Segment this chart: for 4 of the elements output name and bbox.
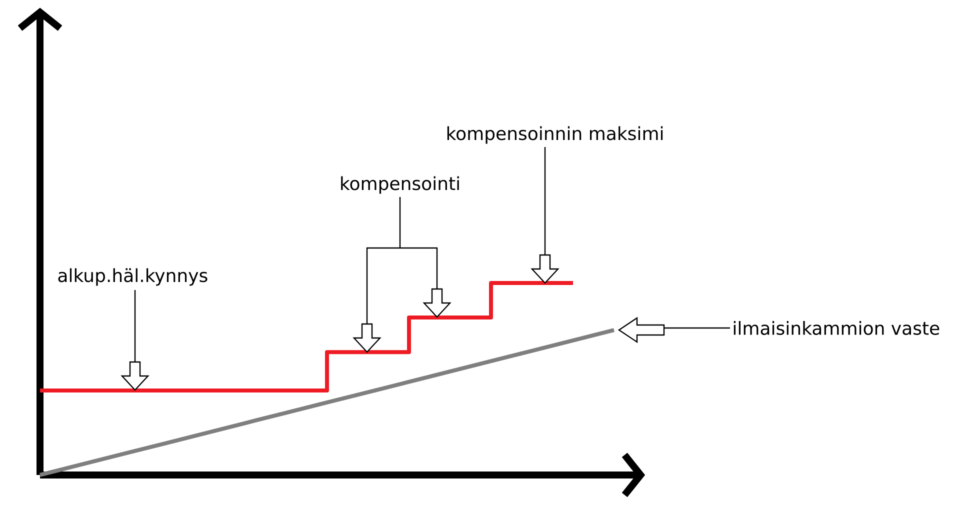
text: kompensointi <box>341 176 459 194</box>
annotation: alkup.häl.kynnys <box>58 268 208 286</box>
text: kompensoinnin maksimi <box>447 126 663 144</box>
text: ilmaisinkammion vaste <box>734 321 940 335</box>
